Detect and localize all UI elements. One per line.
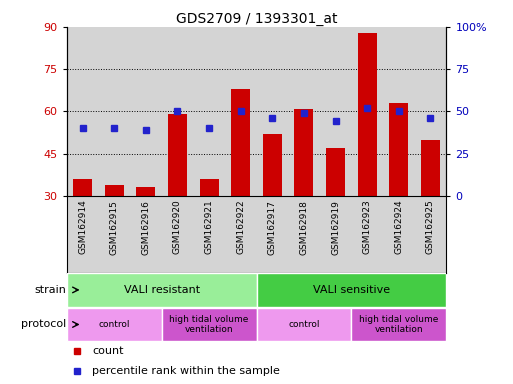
Bar [294, 109, 313, 196]
Bar [200, 179, 219, 196]
Bar [326, 148, 345, 196]
Bar [256, 308, 351, 341]
Text: high tidal volume
ventilation: high tidal volume ventilation [169, 315, 249, 334]
Bar [288, 196, 320, 273]
Bar [351, 308, 446, 341]
Bar [162, 27, 193, 196]
Text: high tidal volume
ventilation: high tidal volume ventilation [359, 315, 439, 334]
Bar [389, 103, 408, 196]
Bar [105, 185, 124, 196]
Bar [225, 27, 256, 196]
Bar [168, 114, 187, 196]
Bar [98, 196, 130, 273]
Bar [415, 27, 446, 196]
Bar [358, 33, 377, 196]
Text: percentile rank within the sample: percentile rank within the sample [92, 366, 280, 376]
Bar [162, 196, 193, 273]
Bar [136, 187, 155, 196]
Bar [383, 27, 415, 196]
Bar [73, 179, 92, 196]
Bar [67, 196, 98, 273]
Text: GSM162918: GSM162918 [300, 200, 308, 255]
Text: count: count [92, 346, 124, 356]
Text: GSM162915: GSM162915 [110, 200, 119, 255]
Bar [130, 27, 162, 196]
Text: GSM162924: GSM162924 [394, 200, 403, 254]
Bar [67, 308, 162, 341]
Text: GSM162919: GSM162919 [331, 200, 340, 255]
Text: GSM162925: GSM162925 [426, 200, 435, 255]
Bar [288, 27, 320, 196]
Bar [130, 196, 162, 273]
Text: VALI resistant: VALI resistant [124, 285, 200, 295]
Bar [67, 27, 98, 196]
Text: GSM162917: GSM162917 [268, 200, 277, 255]
Bar [256, 273, 446, 306]
Title: GDS2709 / 1393301_at: GDS2709 / 1393301_at [176, 12, 337, 26]
Bar [67, 273, 256, 306]
Text: strain: strain [35, 285, 67, 295]
Bar [320, 27, 351, 196]
Text: control: control [98, 320, 130, 329]
Bar [98, 27, 130, 196]
Bar [256, 196, 288, 273]
Text: GSM162914: GSM162914 [78, 200, 87, 255]
Bar [225, 196, 256, 273]
Text: GSM162921: GSM162921 [205, 200, 213, 255]
Text: GSM162923: GSM162923 [363, 200, 372, 255]
Bar [256, 27, 288, 196]
Bar [415, 196, 446, 273]
Bar [193, 196, 225, 273]
Text: protocol: protocol [22, 319, 67, 329]
Text: GSM162916: GSM162916 [141, 200, 150, 255]
Text: GSM162920: GSM162920 [173, 200, 182, 255]
Bar [383, 196, 415, 273]
Bar [263, 134, 282, 196]
Bar [162, 308, 256, 341]
Bar [320, 196, 351, 273]
Bar [421, 139, 440, 196]
Bar [231, 89, 250, 196]
Text: control: control [288, 320, 320, 329]
Bar [351, 196, 383, 273]
Text: GSM162922: GSM162922 [236, 200, 245, 254]
Bar [351, 27, 383, 196]
Text: VALI sensitive: VALI sensitive [313, 285, 390, 295]
Bar [193, 27, 225, 196]
